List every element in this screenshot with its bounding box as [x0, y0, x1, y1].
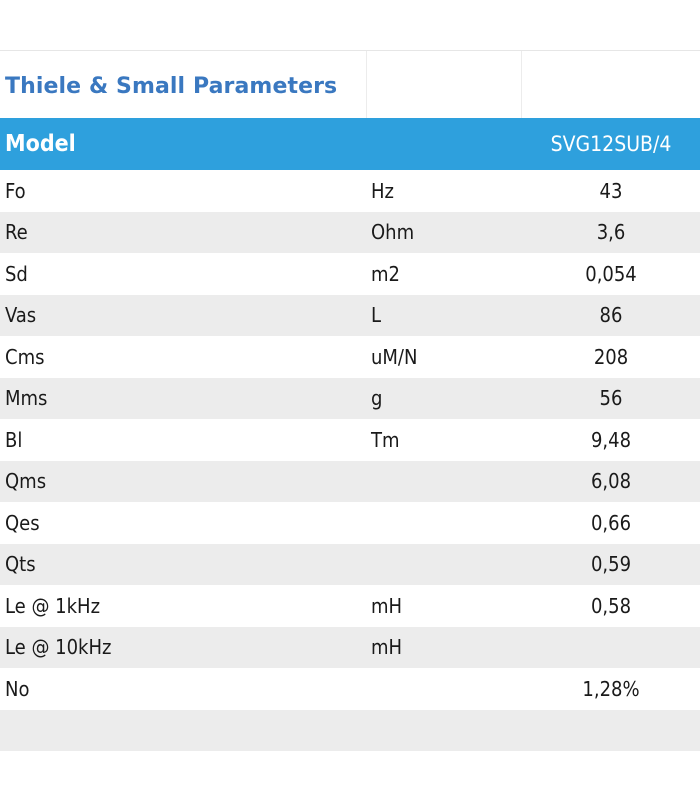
table-row [0, 709, 700, 751]
param-value: 56 [599, 386, 623, 411]
param-unit: mH [371, 635, 403, 660]
table-row: Bl Tm 9,48 [0, 419, 700, 461]
param-name: Le @ 10kHz [5, 635, 112, 660]
table-row: Mms g 56 [0, 377, 700, 419]
param-name: Le @ 1kHz [5, 593, 101, 618]
param-value: 6,08 [590, 469, 632, 494]
model-header-row: Model SVG12SUB/4 [0, 118, 700, 170]
table-title-row: Thiele & Small Parameters [0, 50, 700, 119]
table-body: Fo Hz 43 Re Ohm 3,6 Sd m2 0,054 Vas L 86… [0, 170, 700, 751]
param-unit: uM/N [371, 344, 418, 369]
table-row: Sd m2 0,054 [0, 253, 700, 295]
param-unit: m2 [371, 261, 400, 286]
table-row: No 1,28% [0, 668, 700, 710]
model-value: SVG12SUB/4 [550, 132, 672, 156]
param-value: 9,48 [590, 427, 632, 452]
table-title: Thiele & Small Parameters [5, 73, 338, 99]
param-value: 0,59 [590, 552, 632, 577]
param-value: 0,054 [585, 261, 637, 286]
table-row: Le @ 1kHz mH 0,58 [0, 585, 700, 627]
param-unit: L [371, 303, 382, 328]
param-value: 0,66 [590, 510, 632, 535]
param-name: Re [5, 220, 28, 245]
title-blank-cell [367, 51, 522, 119]
param-name: Mms [5, 386, 48, 411]
param-unit: Tm [371, 427, 400, 452]
table-row: Re Ohm 3,6 [0, 211, 700, 253]
param-name: Vas [5, 303, 37, 328]
table-row: Fo Hz 43 [0, 170, 700, 212]
param-unit: mH [371, 593, 403, 618]
table-row: Vas L 86 [0, 294, 700, 336]
param-value: 208 [593, 344, 629, 369]
param-name: Sd [5, 261, 28, 286]
param-name: Bl [5, 427, 23, 452]
param-name: Qes [5, 510, 40, 535]
table-row: Le @ 10kHz mH [0, 626, 700, 668]
param-value: 1,28% [582, 676, 640, 701]
param-unit: g [371, 386, 383, 411]
table-title-cell: Thiele & Small Parameters [0, 51, 367, 119]
parameters-table: Thiele & Small Parameters Model SVG12SUB… [0, 50, 700, 751]
table-row: Cms uM/N 208 [0, 336, 700, 378]
model-label: Model [5, 131, 76, 157]
title-blank-cell [522, 51, 700, 119]
param-name: No [5, 676, 30, 701]
param-name: Fo [5, 178, 26, 203]
param-name: Cms [5, 344, 45, 369]
param-unit: Hz [371, 178, 394, 203]
param-value: 3,6 [596, 220, 626, 245]
param-value: 43 [599, 178, 623, 203]
table-row: Qes 0,66 [0, 502, 700, 544]
table-row: Qms 6,08 [0, 460, 700, 502]
table-row: Qts 0,59 [0, 543, 700, 585]
param-value: 86 [599, 303, 623, 328]
param-name: Qts [5, 552, 36, 577]
param-value: 0,58 [590, 593, 632, 618]
param-unit: Ohm [371, 220, 415, 245]
param-name: Qms [5, 469, 47, 494]
